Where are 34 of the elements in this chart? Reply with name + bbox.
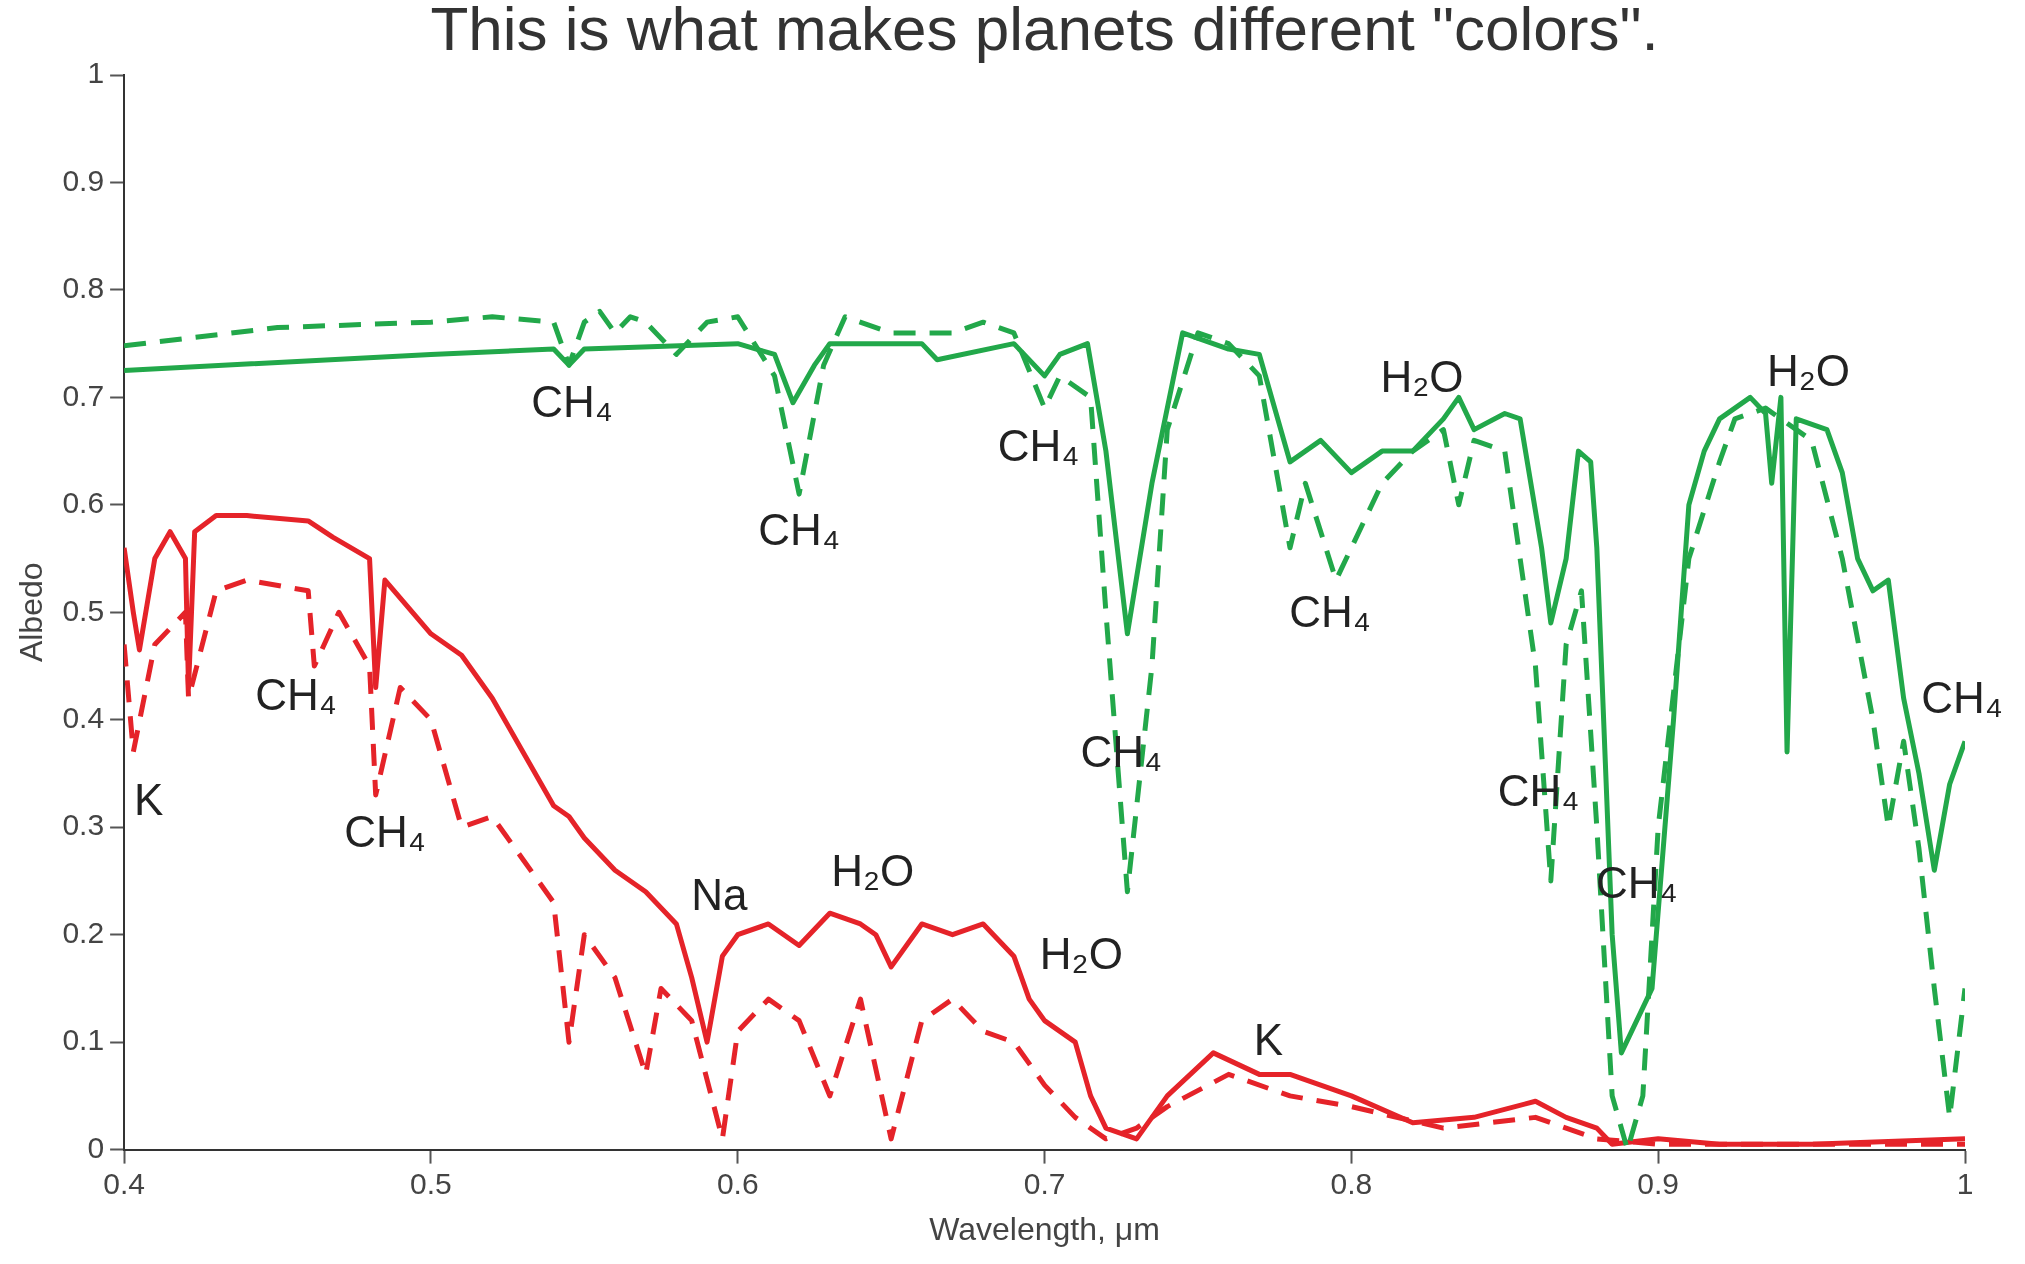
x-tick-label: 0.5	[410, 1166, 452, 1200]
y-tick-label: 0.8	[62, 271, 105, 305]
annotation: H₂O	[1380, 352, 1464, 402]
annotation: K	[133, 774, 164, 824]
x-axis-title: Wavelength, μm	[929, 1210, 1160, 1247]
y-tick-label: 0.2	[62, 915, 105, 949]
annotation: CH₄	[1921, 672, 2003, 722]
x-tick-label: 0.8	[1330, 1166, 1373, 1200]
y-tick-label: 0.4	[62, 701, 105, 735]
annotation: CH₄	[1289, 586, 1371, 636]
annotation: CH₄	[255, 670, 337, 720]
y-tick-label: 0.6	[62, 486, 105, 520]
y-tick-label: 0.9	[62, 163, 105, 197]
y-tick-label: 0.5	[62, 593, 105, 627]
x-tick-label: 1	[1956, 1166, 1974, 1200]
annotation: K	[1253, 1015, 1284, 1065]
y-tick-label: 0.1	[62, 1023, 105, 1057]
x-tick-label: 0.7	[1023, 1166, 1066, 1200]
annotation: H₂O	[1766, 345, 1851, 395]
y-tick-label: 0.3	[62, 808, 105, 842]
y-axis-title: Albedo	[13, 562, 50, 663]
y-tick-label: 0	[87, 1130, 105, 1164]
annotation: H₂O	[1039, 929, 1123, 979]
x-tick-label: 0.9	[1637, 1166, 1680, 1200]
annotation: CH₄	[344, 806, 426, 856]
y-tick-label: 0.7	[62, 378, 105, 412]
annotation: Na	[691, 870, 748, 920]
annotation: CH₄	[758, 504, 840, 554]
annotation: H₂O	[831, 845, 915, 895]
y-tick-label: 1	[87, 56, 105, 90]
annotation: CH₄	[997, 421, 1080, 471]
x-tick-label: 0.6	[716, 1166, 759, 1200]
annotation: CH₄	[531, 377, 613, 427]
chart-title: This is what makes planets different "colors".	[430, 0, 1659, 64]
